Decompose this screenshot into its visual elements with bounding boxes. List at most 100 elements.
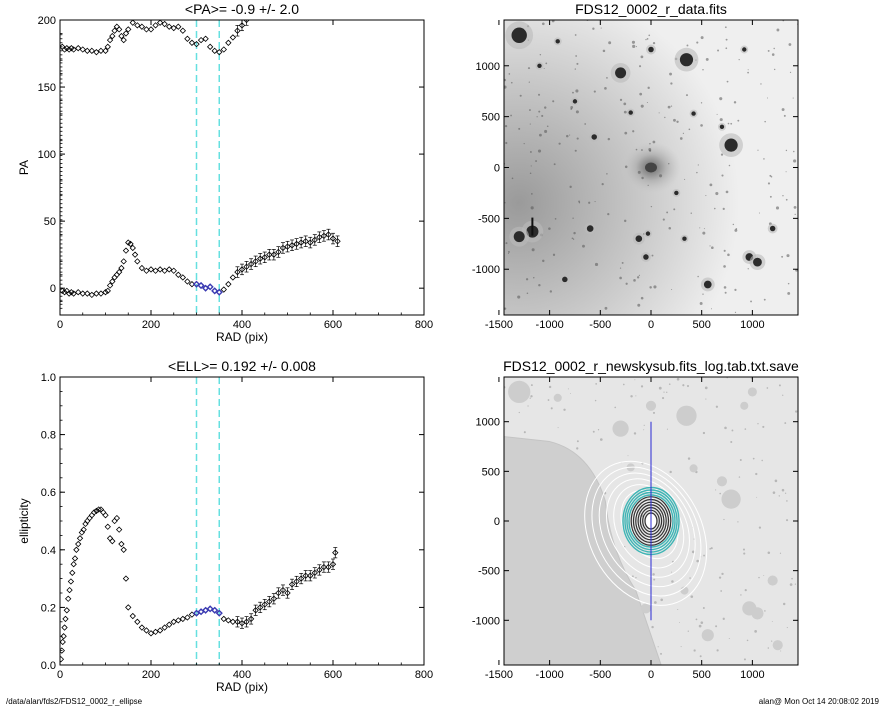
data-point [143, 26, 150, 33]
field-source [679, 137, 683, 140]
field-source [763, 575, 765, 576]
field-source [764, 610, 766, 612]
field-source [530, 165, 532, 167]
field-source [722, 207, 725, 210]
y-tick-label: 150 [38, 82, 56, 94]
field-source [570, 392, 571, 394]
data-point [257, 604, 264, 611]
data-point [243, 618, 250, 625]
field-source [619, 267, 622, 269]
data-point [220, 46, 227, 53]
field-source [668, 383, 671, 385]
field-source [715, 191, 719, 196]
field-source [653, 285, 657, 289]
chart-title: <ELL>= 0.192 +/- 0.008 [168, 358, 316, 374]
field-source [530, 193, 533, 195]
field-source [704, 386, 708, 390]
field-source [507, 250, 510, 253]
field-source [709, 183, 713, 187]
data-point [229, 274, 237, 281]
data-point [184, 278, 191, 285]
field-source [576, 137, 579, 140]
field-source [639, 92, 643, 96]
field-source [578, 200, 581, 203]
data-point [143, 267, 150, 274]
data-point [220, 286, 227, 293]
field-source [691, 550, 695, 554]
data-point [316, 566, 323, 574]
star-mask [612, 420, 629, 437]
field-source [599, 438, 603, 441]
field-source [713, 207, 716, 210]
field-source [786, 254, 790, 258]
field-source [552, 253, 556, 256]
field-source [504, 78, 507, 82]
field-source [728, 637, 730, 640]
field-source [548, 227, 551, 230]
field-source [724, 26, 727, 29]
data-point [71, 555, 79, 562]
data-point [131, 251, 139, 258]
data-point [156, 266, 164, 273]
field-source [787, 291, 791, 295]
field-source [783, 114, 786, 117]
field-source [510, 114, 512, 117]
field-source [623, 102, 627, 106]
field-source [574, 34, 577, 36]
data-point [197, 36, 205, 44]
field-source [606, 173, 608, 175]
field-source [792, 97, 794, 99]
field-source [637, 303, 641, 307]
data-point [115, 26, 123, 33]
field-source [685, 94, 688, 97]
star [555, 39, 560, 44]
field-source [668, 163, 670, 165]
star [572, 99, 578, 104]
galaxy-core [645, 162, 657, 173]
y-tick-label: 0.0 [41, 660, 56, 672]
y-tick-label: 200 [38, 15, 56, 27]
field-source [607, 137, 611, 141]
field-source [511, 177, 514, 180]
star [562, 276, 568, 283]
field-source [634, 379, 636, 381]
field-source [702, 293, 704, 295]
field-source [504, 307, 507, 310]
field-source [756, 496, 758, 498]
field-source [528, 81, 530, 83]
y-tick-label: 0.2 [41, 602, 56, 614]
field-source [533, 277, 535, 279]
field-source [547, 399, 550, 401]
field-source [794, 213, 796, 216]
field-source [789, 583, 793, 586]
field-source [676, 120, 679, 123]
field-source [666, 211, 669, 214]
field-source [518, 127, 521, 130]
field-source [632, 44, 636, 48]
data-point [288, 242, 296, 249]
data-point [279, 244, 287, 252]
star [635, 235, 643, 243]
field-source [647, 86, 650, 90]
fit-point [211, 287, 219, 295]
data-point [270, 595, 278, 602]
field-source [767, 49, 770, 52]
field-source [528, 109, 531, 112]
field-source [594, 399, 597, 402]
field-source [780, 650, 782, 652]
field-source [696, 171, 698, 174]
field-source [728, 164, 731, 167]
data-point [60, 633, 67, 640]
data-point [93, 290, 100, 297]
data-point [88, 291, 96, 299]
data-point [67, 578, 75, 585]
data-point [129, 612, 136, 620]
data-point [70, 561, 77, 568]
data-point [170, 267, 177, 274]
x-tick-label: 1000 [740, 319, 764, 331]
y-tick-label: 0.6 [41, 487, 56, 499]
field-source [650, 205, 653, 208]
field-source [606, 76, 608, 79]
pa-chart: 0 200 400 600 800 0 50 100 150 200 <PA>= -0.9 +/- … [17, 1, 433, 344]
field-source [570, 105, 574, 109]
